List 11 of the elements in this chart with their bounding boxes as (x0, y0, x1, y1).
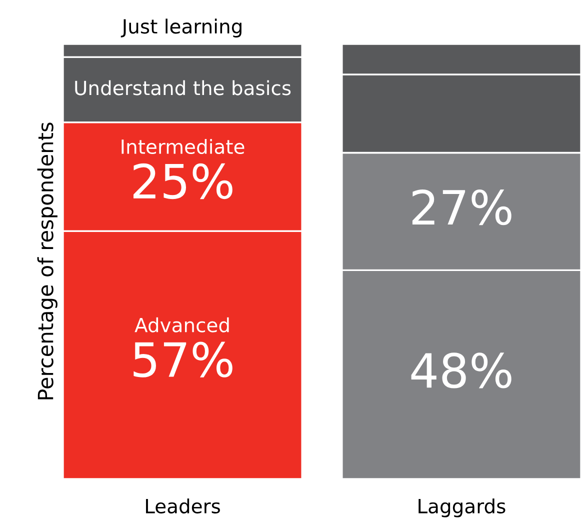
data-label: 48% (411, 352, 512, 388)
x-tick-label: Laggards (418, 498, 506, 518)
x-tick-label: Leaders (146, 498, 220, 514)
data-label: 57% (134, 342, 232, 378)
series-label: Just learning (120, 18, 242, 38)
series-label: Advanced (134, 317, 229, 332)
y-axis-title: Percentage of respondents (37, 122, 58, 400)
data-label: 25% (134, 163, 232, 200)
series-label: Understand the basics (75, 80, 291, 96)
series-label: Intermediate (122, 138, 244, 154)
data-label: 27% (412, 189, 512, 226)
